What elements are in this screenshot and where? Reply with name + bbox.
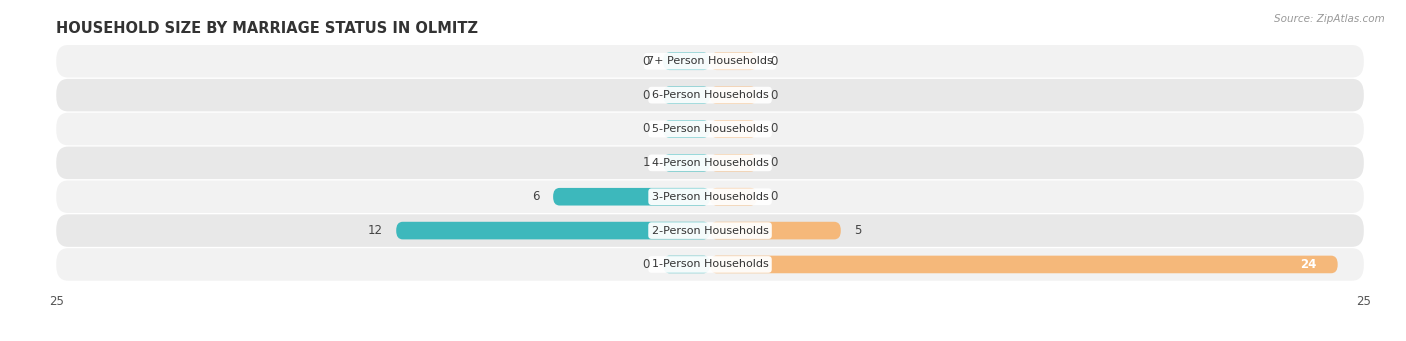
FancyBboxPatch shape: [710, 86, 756, 104]
Text: 0: 0: [770, 190, 778, 203]
FancyBboxPatch shape: [664, 120, 710, 138]
FancyBboxPatch shape: [664, 53, 710, 70]
Text: 0: 0: [643, 89, 650, 102]
Text: 0: 0: [770, 122, 778, 135]
FancyBboxPatch shape: [710, 256, 1337, 273]
Text: Source: ZipAtlas.com: Source: ZipAtlas.com: [1274, 14, 1385, 24]
Text: 3-Person Households: 3-Person Households: [651, 192, 769, 202]
FancyBboxPatch shape: [553, 188, 710, 206]
Text: 24: 24: [1301, 258, 1317, 271]
Text: 0: 0: [643, 55, 650, 68]
Text: 4-Person Households: 4-Person Households: [651, 158, 769, 168]
Text: 0: 0: [643, 122, 650, 135]
Text: 0: 0: [643, 258, 650, 271]
FancyBboxPatch shape: [710, 188, 756, 206]
FancyBboxPatch shape: [56, 45, 1364, 77]
Text: 0: 0: [770, 157, 778, 169]
Text: 0: 0: [770, 89, 778, 102]
Text: 2-Person Households: 2-Person Households: [651, 226, 769, 236]
FancyBboxPatch shape: [56, 248, 1364, 281]
FancyBboxPatch shape: [710, 222, 841, 239]
FancyBboxPatch shape: [710, 120, 756, 138]
Legend: Family, Nonfamily: Family, Nonfamily: [631, 340, 789, 341]
Text: 6: 6: [533, 190, 540, 203]
FancyBboxPatch shape: [710, 154, 756, 172]
FancyBboxPatch shape: [664, 256, 710, 273]
FancyBboxPatch shape: [56, 147, 1364, 179]
Text: 6-Person Households: 6-Person Households: [651, 90, 769, 100]
Text: 5-Person Households: 5-Person Households: [651, 124, 769, 134]
FancyBboxPatch shape: [710, 53, 756, 70]
Text: 1-Person Households: 1-Person Households: [651, 260, 769, 269]
FancyBboxPatch shape: [396, 222, 710, 239]
Text: 12: 12: [368, 224, 382, 237]
Text: HOUSEHOLD SIZE BY MARRIAGE STATUS IN OLMITZ: HOUSEHOLD SIZE BY MARRIAGE STATUS IN OLM…: [56, 21, 478, 36]
FancyBboxPatch shape: [56, 180, 1364, 213]
Text: 0: 0: [770, 55, 778, 68]
Text: 7+ Person Households: 7+ Person Households: [647, 56, 773, 66]
Text: 1: 1: [643, 157, 650, 169]
FancyBboxPatch shape: [56, 214, 1364, 247]
FancyBboxPatch shape: [56, 79, 1364, 112]
Text: 5: 5: [853, 224, 862, 237]
FancyBboxPatch shape: [664, 86, 710, 104]
FancyBboxPatch shape: [664, 154, 710, 172]
FancyBboxPatch shape: [56, 113, 1364, 145]
